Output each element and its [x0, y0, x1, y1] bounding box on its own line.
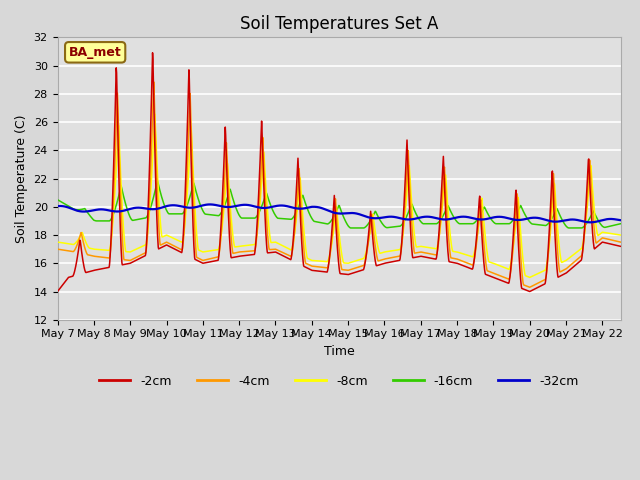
- Text: BA_met: BA_met: [68, 46, 122, 59]
- X-axis label: Time: Time: [324, 345, 355, 358]
- Y-axis label: Soil Temperature (C): Soil Temperature (C): [15, 114, 28, 243]
- Legend: -2cm, -4cm, -8cm, -16cm, -32cm: -2cm, -4cm, -8cm, -16cm, -32cm: [94, 370, 584, 393]
- Title: Soil Temperatures Set A: Soil Temperatures Set A: [240, 15, 438, 33]
